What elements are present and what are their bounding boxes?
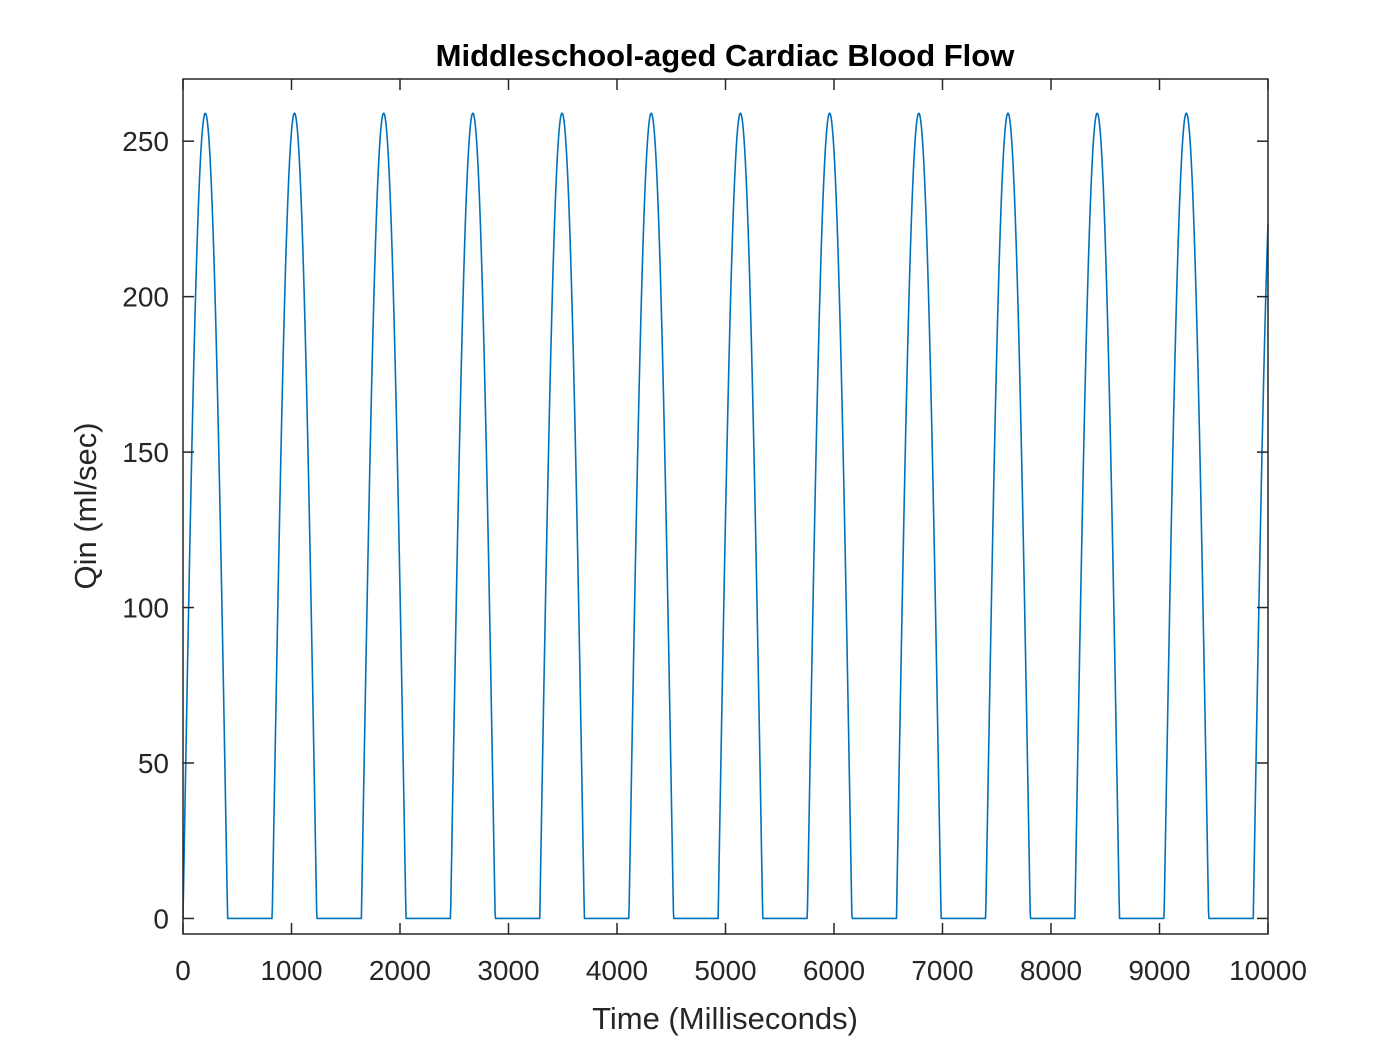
x-tick-label: 9000 xyxy=(1128,955,1190,986)
y-tick-label: 100 xyxy=(122,593,169,624)
y-tick-label: 50 xyxy=(138,748,169,779)
x-tick-label: 6000 xyxy=(803,955,865,986)
y-tick-label: 200 xyxy=(122,282,169,313)
x-tick-label: 5000 xyxy=(694,955,756,986)
series-layer xyxy=(182,112,1269,920)
y-tick-label: 150 xyxy=(122,437,169,468)
x-tick-label: 7000 xyxy=(911,955,973,986)
x-axis-label: Time (Milliseconds) xyxy=(592,1001,858,1036)
ticks-layer: 0 1000 2000 3000 4000 5000 6000 7000 8000 9000 100… xyxy=(122,79,1307,986)
x-tick-label: 0 xyxy=(175,955,191,986)
y-axis-label: Qin (ml/sec) xyxy=(68,422,103,589)
x-tick-label: 8000 xyxy=(1020,955,1082,986)
axes-box xyxy=(182,78,1269,935)
y-tick-label: 250 xyxy=(122,126,169,157)
x-tick-label: 4000 xyxy=(586,955,648,986)
x-tick-label: 1000 xyxy=(260,955,322,986)
chart-title: Middleschool-aged Cardiac Blood Flow xyxy=(436,38,1016,73)
x-tick-label: 2000 xyxy=(369,955,431,986)
x-tick-label: 10000 xyxy=(1229,955,1307,986)
y-tick-label: 0 xyxy=(153,903,169,934)
x-tick-label: 3000 xyxy=(477,955,539,986)
flow-series-line xyxy=(182,112,1269,920)
